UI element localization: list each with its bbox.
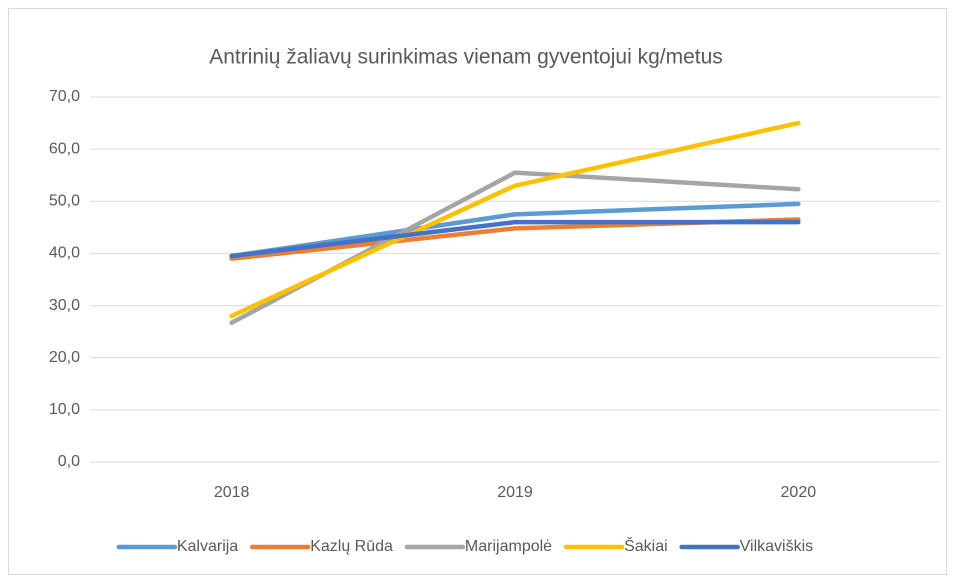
- legend-label: Kazlų Rūda: [310, 538, 393, 555]
- series-line: [229, 201, 801, 259]
- legend-label: Vilkaviškis: [740, 538, 814, 555]
- chart-border: [8, 8, 947, 575]
- y-tick-label: 20,0: [49, 349, 80, 366]
- legend-label: Marijampolė: [465, 538, 552, 555]
- y-tick-label: 30,0: [49, 297, 80, 314]
- series-line: [229, 219, 801, 259]
- x-tick-label: 2018: [214, 484, 250, 501]
- legend-label: Šakiai: [624, 536, 668, 555]
- y-tick-label: 70,0: [49, 88, 80, 105]
- series-line: [229, 120, 801, 319]
- y-tick-label: 50,0: [49, 193, 80, 210]
- x-tick-label: 2019: [497, 484, 533, 501]
- chart-title: Antrinių žaliavų surinkimas vienam gyven…: [209, 46, 723, 69]
- legend-label: Kalvarija: [177, 538, 238, 555]
- x-tick-label: 2020: [781, 484, 817, 501]
- y-tick-label: 0,0: [58, 453, 80, 470]
- y-tick-label: 40,0: [49, 245, 80, 262]
- y-tick-label: 60,0: [49, 140, 80, 157]
- y-tick-label: 10,0: [49, 401, 80, 418]
